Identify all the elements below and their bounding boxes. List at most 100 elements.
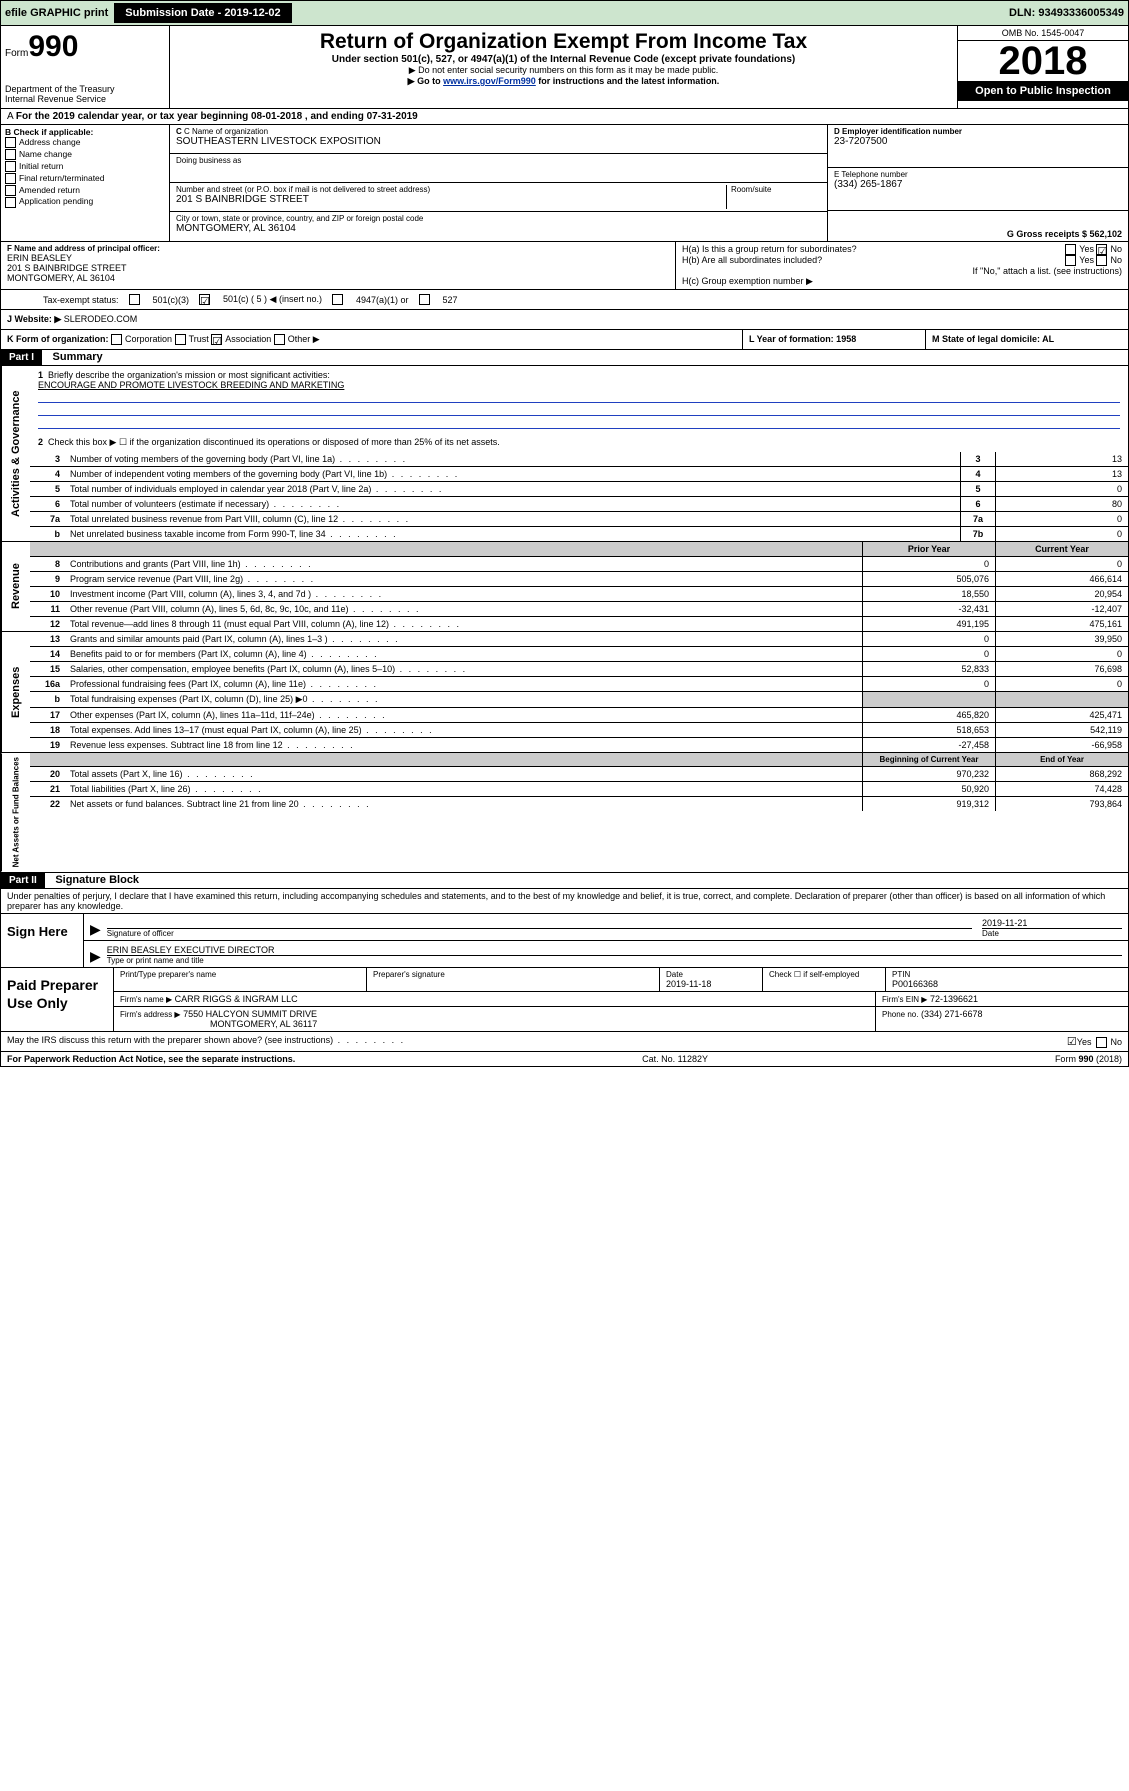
line2-text: Check this box ▶ ☐ if the organization d… <box>48 437 500 447</box>
summary-line: 15 Salaries, other compensation, employe… <box>30 662 1128 677</box>
col-end: End of Year <box>995 753 1128 766</box>
summary-line: b Total fundraising expenses (Part IX, c… <box>30 692 1128 708</box>
summary-line: 3 Number of voting members of the govern… <box>30 452 1128 467</box>
prep-date: 2019-11-18 <box>666 979 756 989</box>
part1-header: Part I <box>1 350 42 365</box>
summary-line: 17 Other expenses (Part IX, column (A), … <box>30 708 1128 723</box>
side-revenue: Revenue <box>1 542 30 631</box>
firm-addr2: MONTGOMERY, AL 36117 <box>120 1019 869 1029</box>
city-label: City or town, state or province, country… <box>176 214 821 223</box>
phone-label: E Telephone number <box>834 170 1122 179</box>
side-expenses: Expenses <box>1 632 30 752</box>
form-note2: ▶ Go to www.irs.gov/Form990 for instruct… <box>176 76 951 87</box>
summary-line: 6 Total number of volunteers (estimate i… <box>30 497 1128 512</box>
summary-line: 9 Program service revenue (Part VIII, li… <box>30 572 1128 587</box>
street-address: 201 S BAINBRIDGE STREET <box>176 194 726 205</box>
sig-officer-label: Signature of officer <box>107 928 972 938</box>
website-row: J Website: ▶ SLERODEO.COM <box>0 310 1129 330</box>
dept-treasury: Department of the Treasury Internal Reve… <box>5 84 165 104</box>
cb-name-change[interactable]: Name change <box>5 149 165 161</box>
officer-addr2: MONTGOMERY, AL 36104 <box>7 273 669 283</box>
summary-line: 13 Grants and similar amounts paid (Part… <box>30 632 1128 647</box>
officer-printed-name: ERIN BEASLEY EXECUTIVE DIRECTOR <box>107 945 1122 955</box>
tax-exempt-row: Tax-exempt status: 501(c)(3) ☑501(c) ( 5… <box>0 290 1129 310</box>
room-label: Room/suite <box>731 185 821 194</box>
section-b: B Check if applicable: Address change Na… <box>1 125 170 241</box>
form-subtitle: Under section 501(c), 527, or 4947(a)(1)… <box>176 54 951 65</box>
h-a: H(a) Is this a group return for subordin… <box>682 244 857 255</box>
form-number: 990 <box>28 30 78 63</box>
summary-line: 18 Total expenses. Add lines 13–17 (must… <box>30 723 1128 738</box>
summary-line: 10 Investment income (Part VIII, column … <box>30 587 1128 602</box>
efile-label: efile GRAPHIC print <box>5 7 108 19</box>
col-begin: Beginning of Current Year <box>862 753 995 766</box>
website-value: SLERODEO.COM <box>64 314 138 324</box>
firm-name: CARR RIGGS & INGRAM LLC <box>175 994 298 1004</box>
summary-line: 22 Net assets or fund balances. Subtract… <box>30 797 1128 811</box>
summary-line: 5 Total number of individuals employed i… <box>30 482 1128 497</box>
officer-name: ERIN BEASLEY <box>7 253 669 263</box>
ein-label: D Employer identification number <box>834 127 1122 136</box>
h-b: H(b) Are all subordinates included? <box>682 255 822 266</box>
cb-initial-return[interactable]: Initial return <box>5 161 165 173</box>
col-current: Current Year <box>995 542 1128 556</box>
line1-label: Briefly describe the organization's miss… <box>48 370 330 380</box>
officer-label: F Name and address of principal officer: <box>7 244 669 253</box>
form-title: Return of Organization Exempt From Incom… <box>176 30 951 54</box>
tax-year: 2018 <box>958 41 1128 81</box>
efile-topbar: efile GRAPHIC print Submission Date - 20… <box>0 0 1129 26</box>
form-header: Form990 Department of the Treasury Inter… <box>0 26 1129 109</box>
ein-value: 23-7207500 <box>834 136 1122 147</box>
self-employed: Check ☐ if self-employed <box>769 970 879 979</box>
part1-title: Summary <box>45 349 111 365</box>
state-domicile: M State of legal domicile: AL <box>925 330 1128 349</box>
form-note1: ▶ Do not enter social security numbers o… <box>176 65 951 76</box>
addr-label: Number and street (or P.O. box if mail i… <box>176 185 726 194</box>
dln: DLN: 93493336005349 <box>1009 7 1124 19</box>
entity-block: B Check if applicable: Address change Na… <box>0 125 1129 242</box>
summary-line: 16a Professional fundraising fees (Part … <box>30 677 1128 692</box>
part2-title: Signature Block <box>47 872 147 888</box>
perjury-text: Under penalties of perjury, I declare th… <box>1 889 1128 913</box>
summary-line: 7a Total unrelated business revenue from… <box>30 512 1128 527</box>
cb-app-pending[interactable]: Application pending <box>5 196 165 208</box>
city-state-zip: MONTGOMERY, AL 36104 <box>176 223 821 234</box>
ptin: P00166368 <box>892 979 1122 989</box>
summary-line: 20 Total assets (Part X, line 16) 970,23… <box>30 767 1128 782</box>
open-public: Open to Public Inspection <box>958 81 1128 101</box>
page-footer: For Paperwork Reduction Act Notice, see … <box>0 1052 1129 1067</box>
cb-address-change[interactable]: Address change <box>5 137 165 149</box>
h-b-note: If "No," attach a list. (see instruction… <box>682 266 1122 276</box>
h-c: H(c) Group exemption number ▶ <box>682 276 1122 287</box>
form-prefix: Form <box>5 48 28 59</box>
firm-addr1: 7550 HALCYON SUMMIT DRIVE <box>183 1009 317 1019</box>
cb-amended[interactable]: Amended return <box>5 185 165 197</box>
sign-block: Sign Here ▶ Signature of officer 2019-11… <box>0 914 1129 968</box>
year-formation: L Year of formation: 1958 <box>742 330 925 349</box>
firm-ein: 72-1396621 <box>930 994 978 1004</box>
tax-period: A For the 2019 calendar year, or tax yea… <box>0 109 1129 125</box>
summary-line: 14 Benefits paid to or for members (Part… <box>30 647 1128 662</box>
dba-label: Doing business as <box>176 156 821 165</box>
phone-value: (334) 265-1867 <box>834 179 1122 190</box>
officer-group-block: F Name and address of principal officer:… <box>0 242 1129 290</box>
submission-date: Submission Date - 2019-12-02 <box>114 3 291 23</box>
summary-line: 8 Contributions and grants (Part VIII, l… <box>30 557 1128 572</box>
summary-line: 12 Total revenue—add lines 8 through 11 … <box>30 617 1128 631</box>
side-balances: Net Assets or Fund Balances <box>1 753 30 871</box>
irs-link[interactable]: www.irs.gov/Form990 <box>443 76 536 86</box>
summary-line: 11 Other revenue (Part VIII, column (A),… <box>30 602 1128 617</box>
firm-phone: (334) 271-6678 <box>921 1009 983 1019</box>
summary-line: 21 Total liabilities (Part X, line 26) 5… <box>30 782 1128 797</box>
discuss-row: May the IRS discuss this return with the… <box>0 1032 1129 1052</box>
sig-date: 2019-11-21 <box>982 918 1122 928</box>
summary-line: 19 Revenue less expenses. Subtract line … <box>30 738 1128 752</box>
org-name-label: C C Name of organization <box>176 127 821 136</box>
org-name: SOUTHEASTERN LIVESTOCK EXPOSITION <box>176 136 821 147</box>
gross-receipts: G Gross receipts $ 562,102 <box>1007 229 1122 239</box>
cb-final-return[interactable]: Final return/terminated <box>5 173 165 185</box>
mission-text: ENCOURAGE AND PROMOTE LIVESTOCK BREEDING… <box>38 380 1120 390</box>
sig-date-label: Date <box>982 928 1122 938</box>
summary-line: b Net unrelated business taxable income … <box>30 527 1128 541</box>
paid-preparer-label: Paid Preparer Use Only <box>1 968 114 1031</box>
